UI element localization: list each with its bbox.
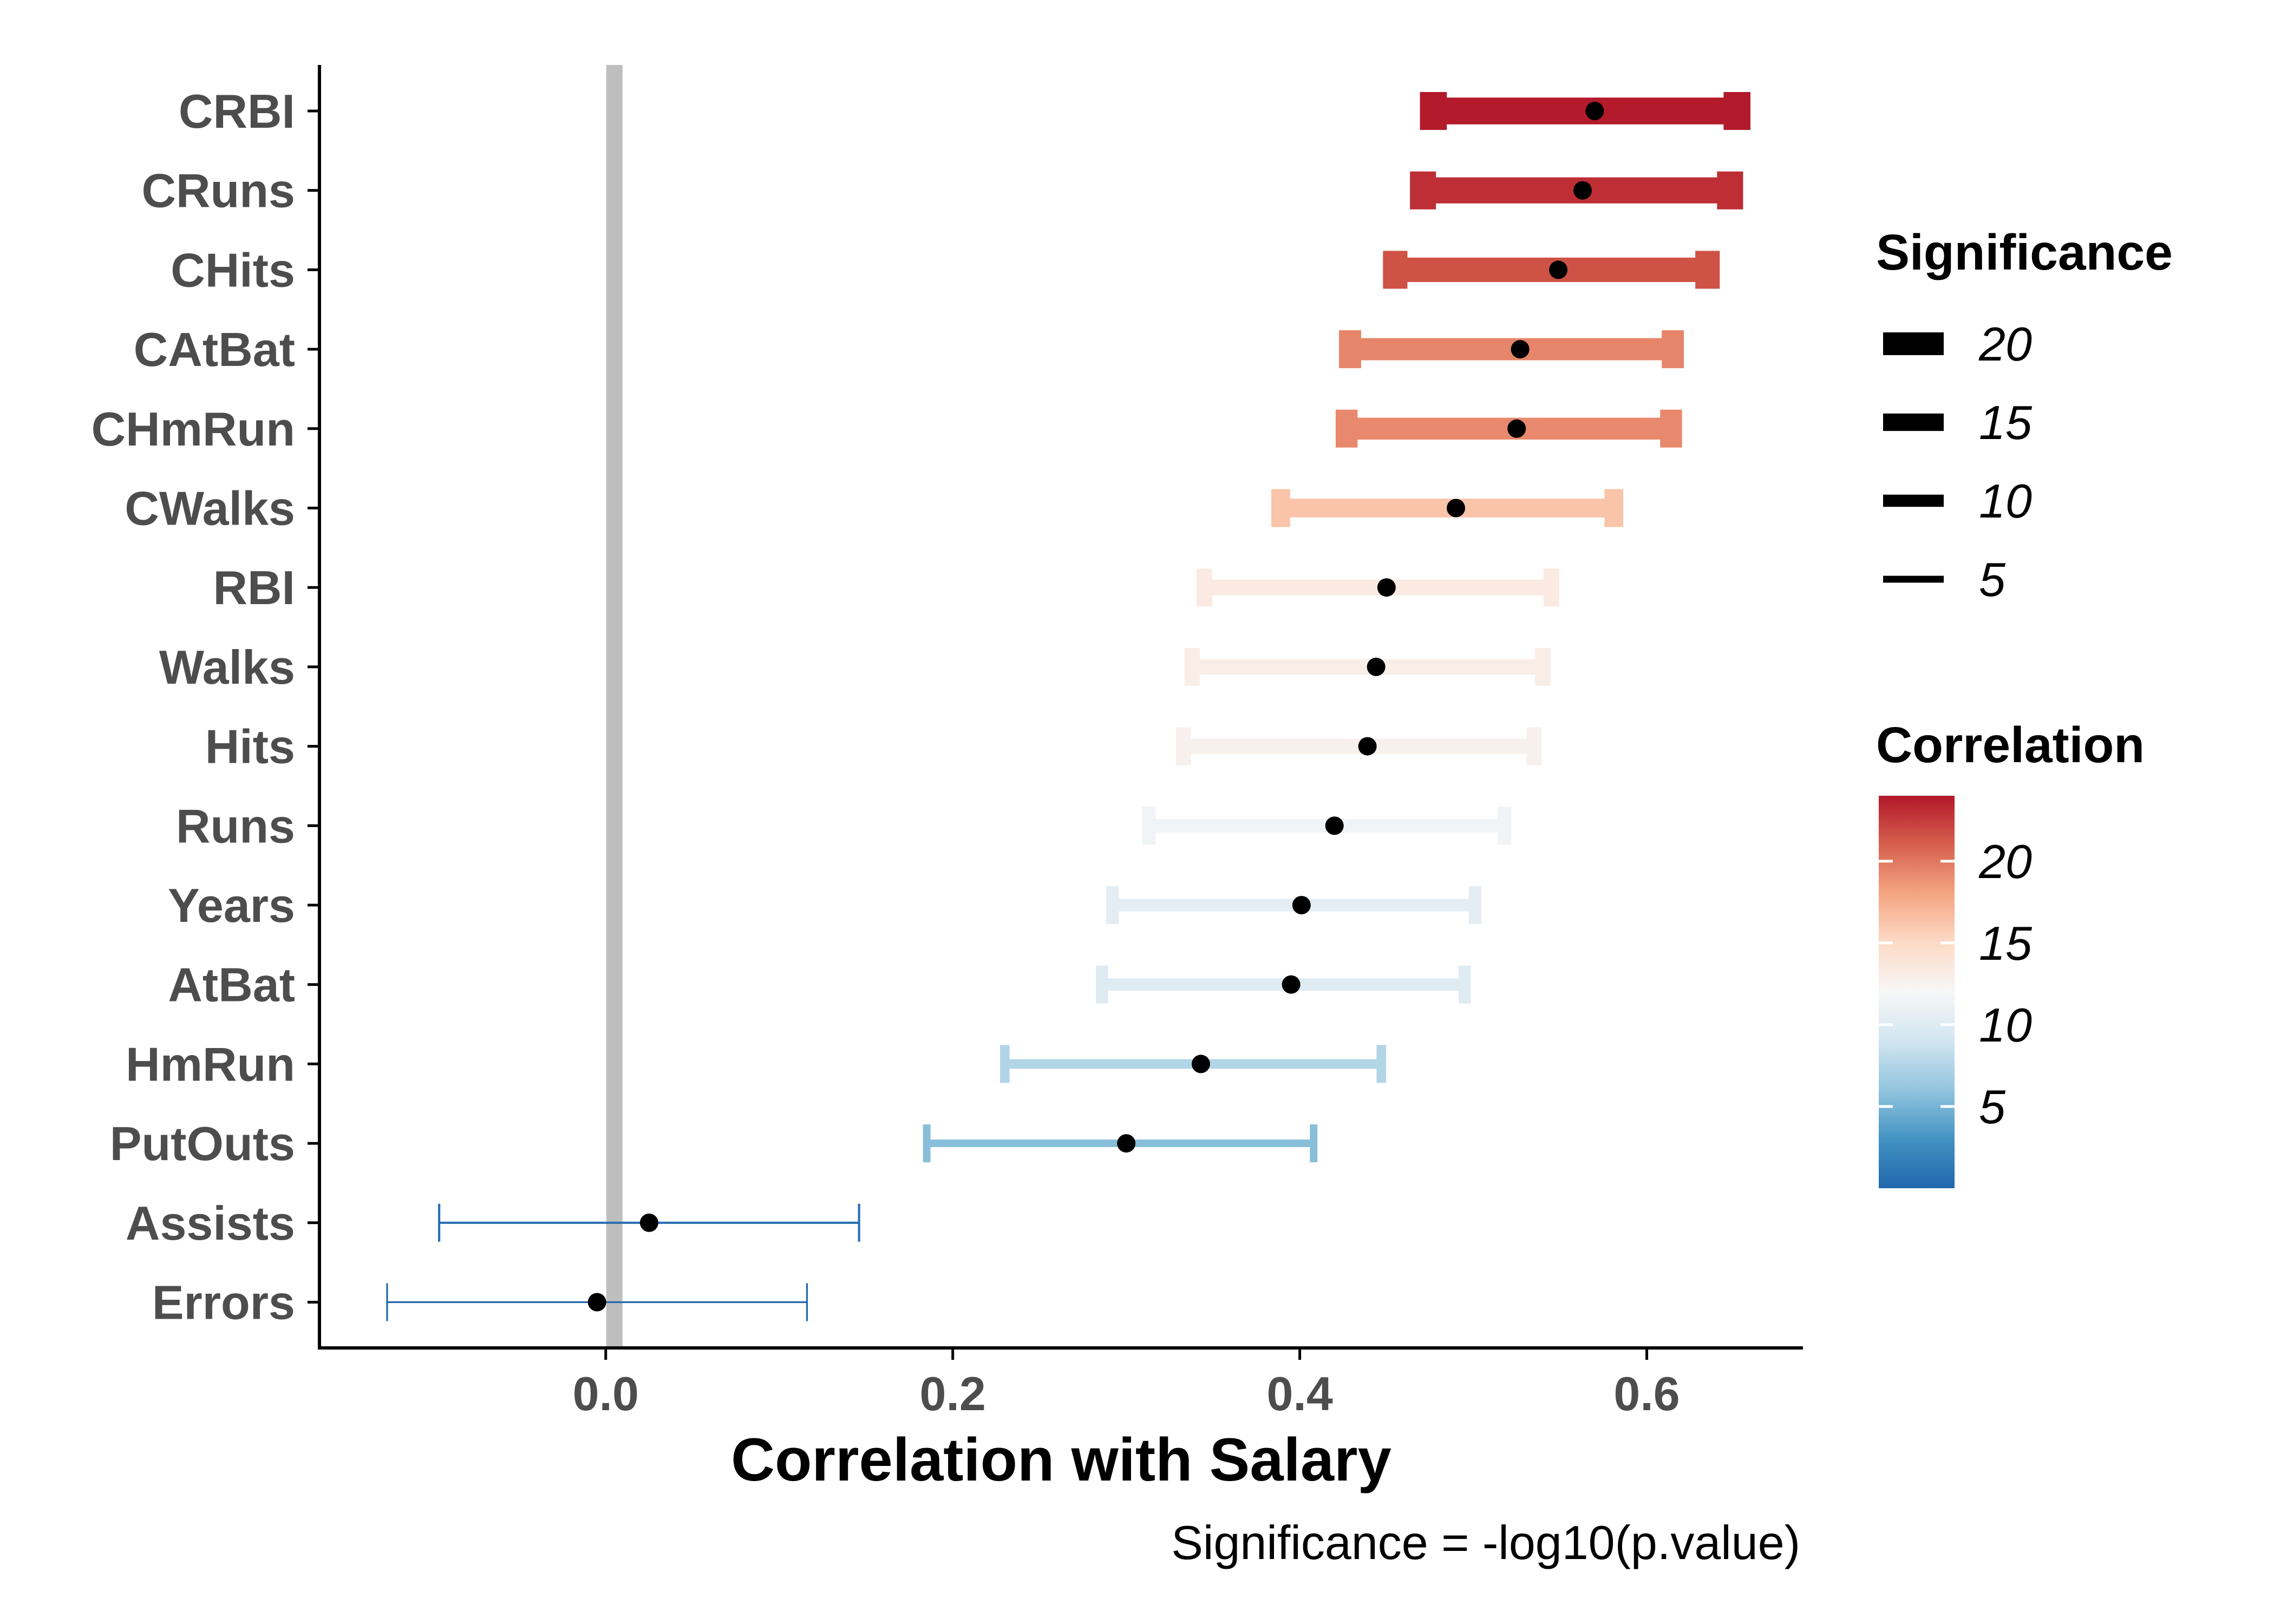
point-putouts xyxy=(1117,1134,1136,1153)
category-label: Errors xyxy=(152,1276,295,1330)
point-walks xyxy=(1367,657,1386,676)
point-chits xyxy=(1549,260,1568,279)
category-labels: CRBI CRuns CHits CAtBat CHmRun CWalks RBI Walks… xyxy=(92,84,295,1330)
point-rbi xyxy=(1377,578,1396,597)
x-tick-label: 0.0 xyxy=(573,1367,639,1420)
point-catbat xyxy=(1511,340,1530,359)
significance-legend-items: 20 15 10 5 xyxy=(1883,317,2033,606)
significance-legend-label: 10 xyxy=(1979,474,2032,528)
correlation-legend-title: Correlation xyxy=(1876,717,2145,773)
category-label: RBI xyxy=(213,561,295,614)
point-cruns xyxy=(1573,181,1592,200)
correlation-legend-label: 5 xyxy=(1979,1080,2006,1134)
category-label: PutOuts xyxy=(110,1117,295,1170)
correlation-colorbar xyxy=(1879,796,1955,1188)
category-label: Years xyxy=(168,879,295,932)
correlation-legend-label: 10 xyxy=(1979,998,2032,1052)
correlation-legend: Correlation 5 10 15 20 xyxy=(1876,717,2145,1188)
x-tick-labels: 0.0 0.2 0.4 0.6 xyxy=(573,1367,1680,1420)
points-layer xyxy=(587,102,1604,1312)
category-label: CRuns xyxy=(141,164,295,218)
category-label: CHmRun xyxy=(92,402,295,456)
significance-legend-title: Significance xyxy=(1876,224,2173,280)
significance-legend-label: 5 xyxy=(1979,553,2006,606)
category-label: CHits xyxy=(171,243,295,297)
correlation-legend-label: 20 xyxy=(1978,835,2032,888)
category-label: Assists xyxy=(126,1196,295,1250)
correlation-legend-ticks: 5 10 15 20 xyxy=(1879,835,2033,1134)
correlation-legend-label: 15 xyxy=(1979,916,2033,970)
point-runs xyxy=(1325,816,1344,835)
x-axis-title: Correlation with Salary xyxy=(731,1426,1391,1494)
point-years xyxy=(1292,896,1311,914)
x-tick-label: 0.4 xyxy=(1266,1367,1332,1420)
error-bar-crbi xyxy=(1420,92,1751,130)
point-chmrun xyxy=(1507,419,1526,438)
category-label: HmRun xyxy=(126,1037,295,1091)
x-tick-label: 0.2 xyxy=(920,1367,986,1420)
category-label: CWalks xyxy=(125,482,295,535)
category-label: AtBat xyxy=(168,958,295,1012)
point-assists xyxy=(639,1213,658,1232)
point-hits xyxy=(1358,737,1377,756)
point-crbi xyxy=(1585,102,1604,120)
caption: Significance = -log10(p.value) xyxy=(1171,1516,1800,1569)
category-label: Runs xyxy=(176,799,295,853)
point-errors xyxy=(587,1293,606,1312)
point-cwalks xyxy=(1447,499,1466,518)
error-bars-layer xyxy=(386,92,1751,1321)
category-label: CRBI xyxy=(179,84,295,138)
significance-legend-label: 20 xyxy=(1978,317,2032,371)
plot-area: CRBI CRuns CHits CAtBat CHmRun CWalks RBI Walks… xyxy=(92,65,1803,1420)
category-label: Walks xyxy=(159,640,295,694)
significance-legend-label: 15 xyxy=(1979,396,2033,449)
point-atbat xyxy=(1282,975,1301,994)
point-hmrun xyxy=(1191,1055,1210,1073)
category-label: Hits xyxy=(205,720,295,774)
x-tick-label: 0.6 xyxy=(1613,1367,1680,1420)
axes-layer xyxy=(308,65,1803,1360)
category-label: CAtBat xyxy=(134,323,295,376)
significance-legend: Significance 20 15 10 5 xyxy=(1876,224,2173,606)
